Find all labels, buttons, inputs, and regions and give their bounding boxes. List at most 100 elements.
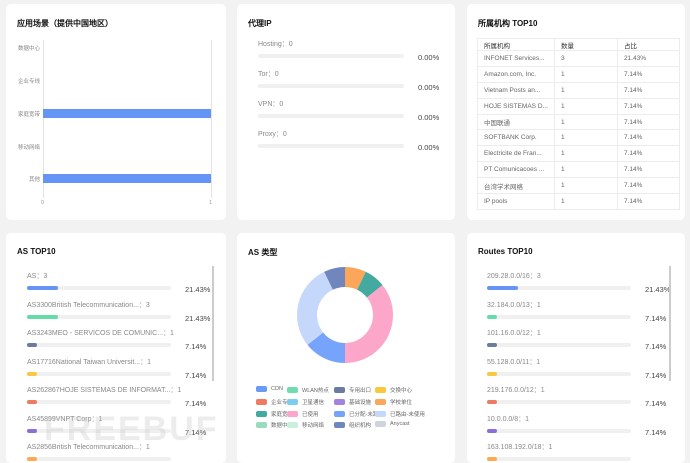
table-row: Electricite de Fran... 1 7.14%	[477, 145, 680, 163]
ratio-cell: 7.14%	[616, 129, 680, 147]
legend-label: 已路由-未使用	[390, 412, 425, 418]
legend-item[interactable]: Anycast	[375, 421, 410, 427]
org-name-cell: IP pools	[477, 193, 555, 210]
legend-label: 交换中心	[390, 388, 413, 394]
progress-fill	[27, 400, 38, 404]
legend-label: 移动网络	[302, 423, 325, 429]
bar[interactable]	[43, 109, 211, 118]
legend-swatch	[256, 422, 267, 428]
progress-label: AS3300British Telecommunication...：3	[27, 301, 150, 309]
table-row: PT Comunicacoes ... 1 7.14%	[477, 161, 680, 179]
table-row: SOFTBANK Corp. 1 7.14%	[477, 129, 680, 147]
legend-item[interactable]: 数据中心	[256, 421, 293, 429]
legend-label: 家庭宽带	[271, 412, 294, 418]
routes-scrollbar[interactable]	[669, 266, 671, 381]
donut-slice[interactable]	[345, 267, 366, 290]
col-org: 所属机构	[477, 38, 555, 51]
org-title: 所属机构 TOP10	[478, 19, 538, 28]
progress-label: VPN：0	[258, 101, 284, 108]
x-tick-label: 0	[41, 200, 45, 206]
org-name-cell: HOJE SISTEMAS D...	[477, 97, 555, 115]
progress-fill	[27, 457, 38, 461]
as-scrollbar[interactable]	[212, 266, 214, 381]
ratio-cell: 7.14%	[616, 113, 680, 131]
progress-fill	[487, 457, 498, 461]
progress-track	[258, 54, 404, 58]
routes-card: Routes TOP10 209.28.0.0/16：3 21.43% 32.184…	[467, 233, 685, 463]
progress-percent: 7.14%	[645, 427, 667, 437]
legend-swatch	[334, 422, 345, 428]
progress-track	[487, 457, 631, 461]
legend-item[interactable]: 交换中心	[375, 386, 412, 394]
progress-fill	[27, 314, 58, 319]
count-cell: 1	[553, 97, 618, 115]
progress-label: AS：3	[27, 273, 48, 280]
legend-item[interactable]: 已分配-未路由	[334, 410, 384, 418]
progress-track	[27, 371, 171, 376]
progress-track	[487, 400, 631, 404]
legend-item[interactable]: 学校单位	[375, 398, 412, 406]
count-cell: 1	[553, 113, 618, 131]
table-row: Amazon.com, Inc. 1 7.14%	[477, 65, 680, 83]
donut-slice[interactable]	[307, 332, 345, 363]
progress-track	[27, 314, 171, 319]
org-name-cell: INFONET Services...	[477, 50, 555, 67]
table-row: 中国联通 1 7.14%	[477, 113, 680, 131]
legend-label: 数据中心	[271, 423, 294, 429]
y-axis-line	[43, 40, 44, 198]
progress-label: 10.0.0.0/8：1	[487, 415, 530, 423]
progress-percent: 0.00%	[418, 113, 440, 122]
count-cell: 1	[553, 145, 618, 163]
progress-label: Tor：0	[258, 71, 279, 78]
legend-swatch	[375, 387, 386, 393]
legend-item[interactable]: WLAN热点	[287, 386, 329, 394]
legend-item[interactable]: 专用出口	[334, 386, 371, 394]
legend-label: 已使用	[302, 412, 319, 418]
donut-slice[interactable]	[357, 271, 383, 298]
count-cell: 1	[553, 193, 618, 210]
legend-item[interactable]: 移动网络	[287, 421, 324, 429]
progress-label: AS17716National Taiwan Universit...：1	[27, 358, 151, 366]
table-row: HOJE SISTEMAS D... 1 7.14%	[477, 97, 680, 115]
legend-label: CDN	[271, 386, 283, 392]
legend-item[interactable]: 家庭宽带	[256, 410, 293, 418]
org-card: 所属机构 TOP10 所属机构 数量 占比 INFONET Services..…	[467, 4, 685, 220]
ratio-cell: 7.14%	[616, 161, 680, 179]
progress-fill	[487, 286, 518, 290]
astype-card: AS 类型 CDN WLAN热点 专用出口 交换中心企业专线 卫星通信 基础设施 学校单位家…	[237, 233, 455, 463]
table-row: 台湾学术网络 1 7.14%	[477, 177, 680, 195]
legend-item[interactable]: 卫星通信	[287, 398, 324, 406]
count-cell: 1	[553, 81, 618, 99]
progress-label: 209.28.0.0/16：3	[487, 273, 541, 280]
progress-track	[487, 371, 631, 376]
org-table: 所属机构 数量 占比 INFONET Services... 3 21.43% Ama…	[477, 38, 680, 210]
count-cell: 1	[553, 177, 618, 195]
legend-item[interactable]: 已路由-未使用	[375, 410, 425, 418]
proxy-title: 代理IP	[248, 19, 272, 28]
progress-fill	[27, 371, 38, 376]
watermark-logo: F​REEBUF	[44, 410, 219, 448]
legend-label: 组织机构	[349, 423, 372, 429]
legend-label: 基础设施	[349, 400, 372, 406]
progress-track	[258, 144, 404, 148]
legend-label: 专用出口	[349, 388, 372, 394]
progress-label: 101.16.0.0/12：1	[487, 330, 541, 337]
progress-percent: 7.14%	[645, 370, 667, 380]
astype-title: AS 类型	[248, 248, 278, 257]
legend-item[interactable]: 基础设施	[334, 398, 371, 406]
progress-fill	[487, 400, 498, 404]
progress-fill	[487, 343, 498, 347]
progress-label: AS3243MEO - SERVICOS DE COMUNIC...：1	[27, 330, 174, 337]
donut-slice[interactable]	[297, 271, 333, 345]
legend-item[interactable]: CDN	[256, 386, 283, 392]
progress-fill	[27, 343, 38, 347]
progress-track	[487, 428, 631, 433]
legend-item[interactable]: 已使用	[287, 410, 319, 418]
legend-item[interactable]: 企业专线	[256, 398, 293, 406]
legend-swatch	[375, 411, 386, 417]
progress-percent: 21.43%	[185, 285, 211, 294]
donut-slice[interactable]	[324, 267, 345, 290]
bar[interactable]	[43, 174, 211, 183]
donut-slice[interactable]	[345, 285, 394, 363]
legend-item[interactable]: 组织机构	[334, 421, 371, 429]
